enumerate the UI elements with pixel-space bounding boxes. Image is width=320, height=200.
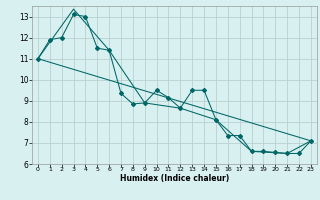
X-axis label: Humidex (Indice chaleur): Humidex (Indice chaleur) [120, 174, 229, 183]
